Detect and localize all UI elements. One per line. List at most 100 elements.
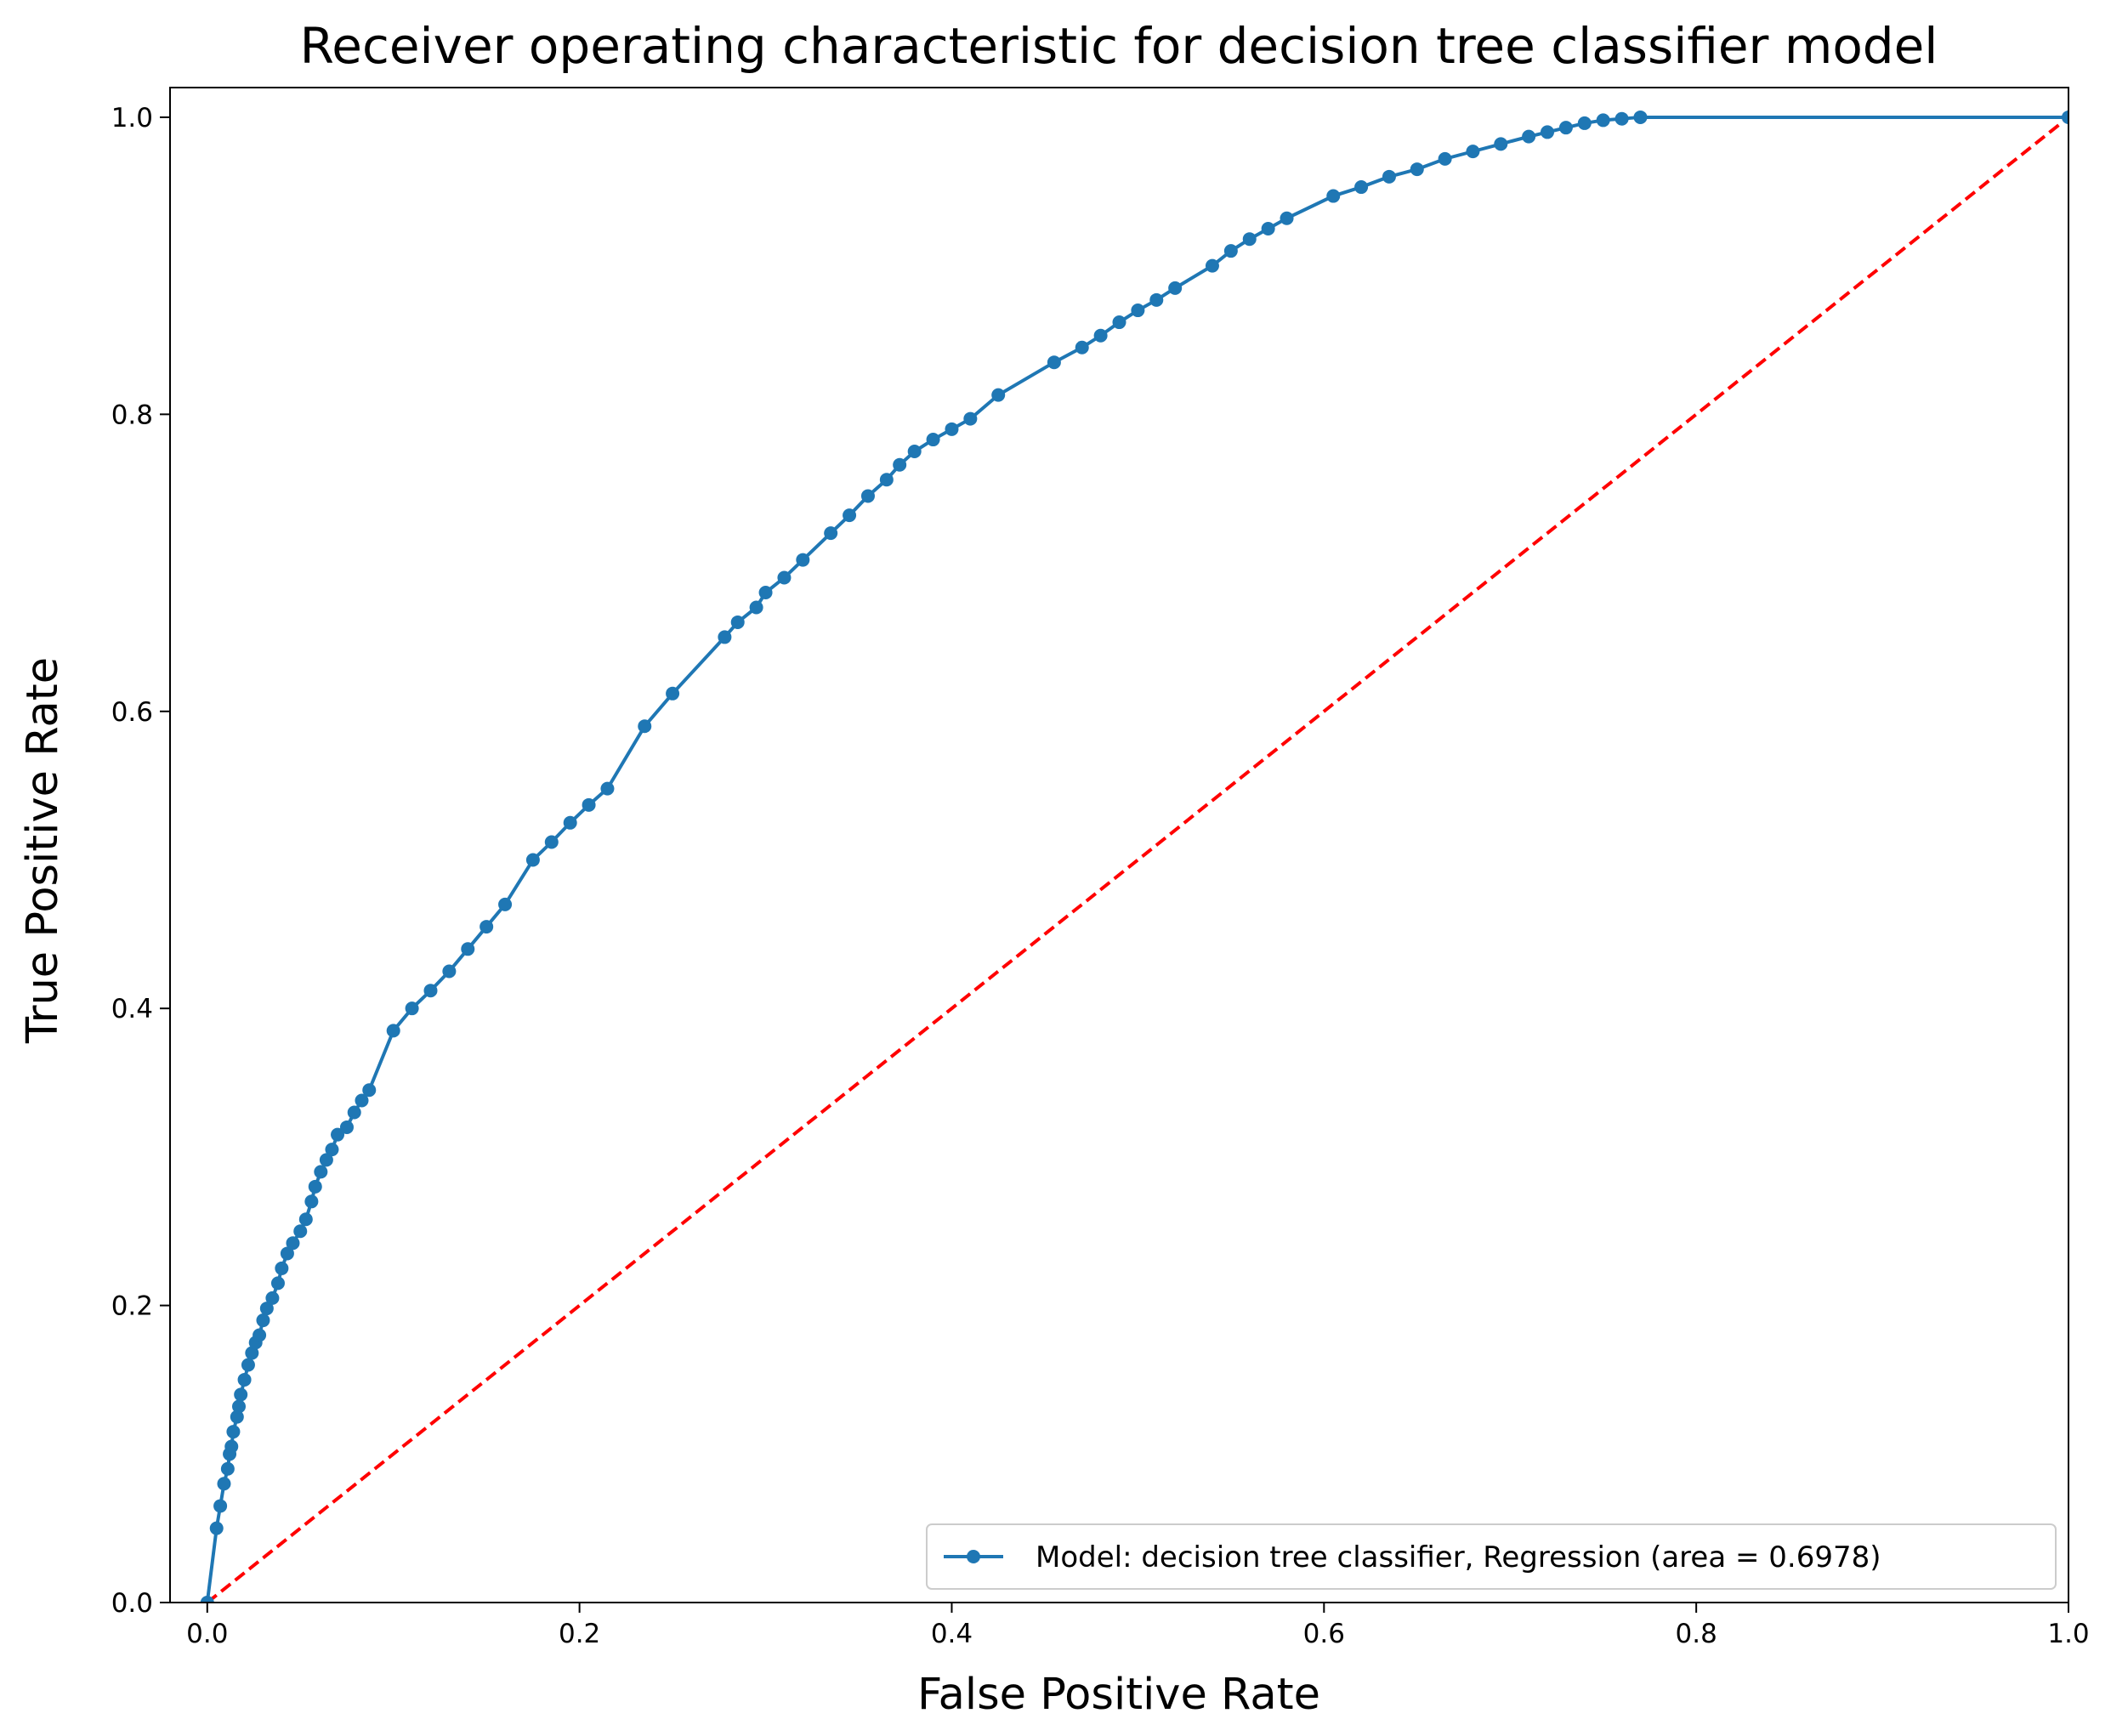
roc-point [758, 586, 773, 599]
roc-point [1382, 169, 1396, 184]
y-axis-label: True Positive Rate [18, 657, 68, 1044]
x-axis-label: False Positive Rate [917, 1670, 1320, 1720]
roc-point [405, 1001, 419, 1016]
roc-point [730, 615, 745, 629]
roc-point [1633, 110, 1648, 124]
roc-point [1205, 258, 1219, 273]
roc-point [298, 1212, 313, 1227]
roc-point [339, 1120, 354, 1134]
roc-point [600, 781, 615, 796]
reference-diagonal-line [206, 116, 2068, 1603]
roc-point [200, 1596, 214, 1603]
roc-point [843, 508, 857, 523]
roc-point [1466, 145, 1480, 159]
x-tick-label: 0.4 [931, 1619, 973, 1649]
roc-point [525, 853, 540, 867]
roc-point [347, 1105, 361, 1120]
roc-point [1558, 121, 1573, 135]
roc-point [234, 1387, 248, 1402]
roc-point [461, 942, 475, 956]
roc-point [544, 835, 559, 849]
roc-point [1577, 116, 1592, 130]
roc-point [2062, 110, 2068, 124]
roc-point [824, 526, 838, 541]
x-axis-ticks: 0.0 0.2 0.4 0.6 0.8 1.0 [186, 1603, 2090, 1649]
roc-point [331, 1127, 345, 1142]
y-axis-ticks: 0.0 0.2 0.4 0.6 0.8 1.0 [111, 103, 170, 1619]
roc-point [442, 964, 457, 979]
roc-point [480, 920, 494, 934]
roc-point [1261, 221, 1275, 235]
roc-point [217, 1477, 231, 1491]
roc-point [308, 1179, 322, 1194]
roc-point [237, 1372, 252, 1387]
roc-point [1326, 189, 1341, 203]
y-tick-label: 0.6 [111, 697, 153, 728]
roc-point [224, 1439, 239, 1454]
roc-point [1168, 281, 1183, 295]
roc-point [1438, 151, 1452, 166]
roc-point [423, 984, 438, 998]
roc-point [259, 1302, 274, 1316]
roc-point [256, 1313, 270, 1328]
roc-point [638, 719, 652, 734]
roc-point [498, 897, 513, 911]
plot-frame [169, 87, 2069, 1603]
roc-point [314, 1165, 328, 1179]
roc-point [749, 600, 763, 615]
roc-point [945, 422, 959, 436]
roc-point [991, 388, 1006, 402]
roc-point [666, 686, 680, 701]
y-tick-label: 0.0 [111, 1588, 153, 1619]
roc-point [213, 1499, 228, 1513]
roc-point [1112, 315, 1126, 330]
roc-point [718, 630, 732, 644]
roc-point [860, 489, 875, 503]
roc-point [893, 457, 907, 472]
roc-point [1093, 328, 1108, 343]
legend-marker-sample [967, 1550, 980, 1563]
series-layer [200, 110, 2068, 1603]
roc-point [209, 1521, 224, 1535]
legend: Model: decision tree classifier, Regress… [926, 1523, 2057, 1590]
roc-point [362, 1083, 377, 1098]
roc-point [926, 433, 940, 447]
x-tick-label: 0.8 [1676, 1619, 1717, 1649]
roc-point [1223, 244, 1238, 258]
roc-point [245, 1346, 259, 1360]
roc-point [1354, 180, 1369, 195]
roc-point [319, 1153, 333, 1167]
roc-point [907, 445, 922, 459]
roc-point [232, 1399, 247, 1414]
roc-point [286, 1236, 300, 1251]
roc-point [1494, 137, 1508, 151]
roc-point [1522, 129, 1536, 144]
roc-point [563, 815, 577, 830]
roc-point [1047, 355, 1061, 370]
roc-point [220, 1461, 235, 1476]
chart-title: Receiver operating characteristic for de… [300, 17, 1938, 75]
roc-point [1131, 304, 1145, 318]
y-tick-label: 1.0 [111, 103, 153, 133]
y-tick-label: 0.2 [111, 1291, 153, 1322]
x-tick-label: 1.0 [2047, 1619, 2089, 1649]
roc-point [325, 1143, 339, 1157]
roc-point [265, 1291, 280, 1305]
roc-point [275, 1261, 289, 1275]
roc-point [241, 1358, 255, 1372]
y-tick-label: 0.4 [111, 994, 153, 1024]
x-tick-label: 0.2 [559, 1619, 600, 1649]
roc-point [280, 1246, 294, 1261]
roc-point [226, 1425, 241, 1439]
x-tick-label: 0.6 [1303, 1619, 1345, 1649]
y-tick-label: 0.8 [111, 400, 153, 430]
roc-point [879, 473, 894, 487]
roc-point [582, 797, 596, 812]
roc-point [270, 1276, 285, 1291]
roc-point [777, 570, 792, 585]
plot-area [200, 110, 2068, 1603]
roc-point [230, 1410, 244, 1424]
roc-point [1410, 162, 1424, 177]
